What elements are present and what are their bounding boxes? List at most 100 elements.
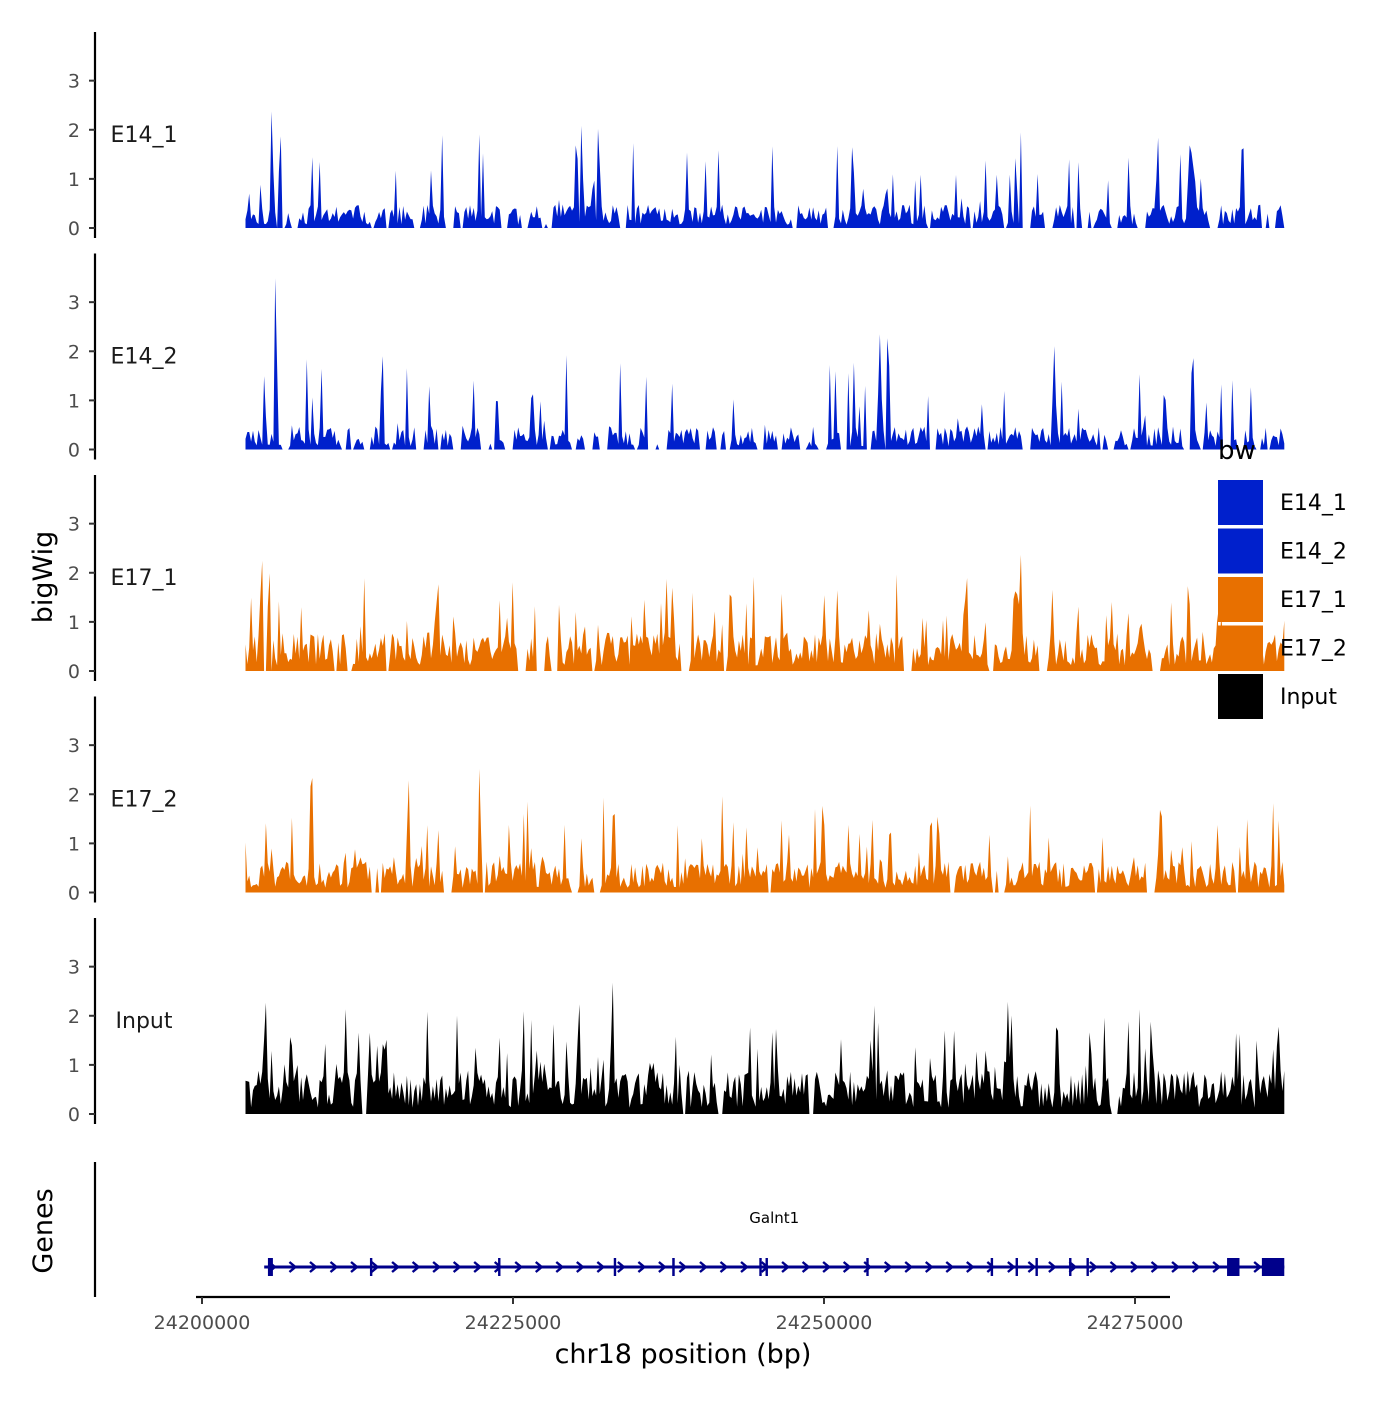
strand-arrow	[883, 1261, 893, 1273]
gene-exon	[1086, 1258, 1089, 1276]
strand-arrow	[617, 1261, 626, 1273]
legend: bw E14_1 E14_2 E17_1 E17_2 Input	[1218, 436, 1347, 719]
x-axis-title: chr18 position (bp)	[555, 1339, 812, 1370]
strand-arrow	[350, 1261, 359, 1273]
strand-arrow	[370, 1261, 380, 1273]
y-tick-label: 0	[68, 218, 80, 240]
strand-arrow	[658, 1261, 667, 1273]
y-tick-label: 2	[68, 563, 80, 585]
legend-label: E17_1	[1280, 588, 1347, 613]
strand-arrow	[1007, 1261, 1016, 1273]
strand-arrow	[596, 1261, 606, 1273]
y-tick-label: 2	[68, 341, 80, 363]
x-tick-label: 24225000	[465, 1312, 562, 1334]
strand-arrow	[781, 1261, 790, 1273]
track-label: E17_1	[111, 566, 178, 591]
strand-arrow	[986, 1261, 996, 1273]
y-tick-label: 1	[68, 390, 80, 412]
strand-arrow	[1130, 1261, 1139, 1273]
legend-title: bw	[1218, 436, 1256, 466]
y-tick-label: 0	[68, 883, 80, 905]
strand-arrow	[288, 1261, 298, 1273]
strand-arrow	[842, 1261, 852, 1273]
strand-arrow	[822, 1261, 831, 1273]
coverage-area-E14_1	[245, 111, 1285, 228]
strand-arrow	[966, 1261, 975, 1273]
x-ticks: 24200000 24225000 24250000 24275000	[154, 1297, 1184, 1334]
strand-arrow	[1150, 1261, 1160, 1273]
y-tick-label: 2	[68, 784, 80, 806]
gene-exon	[1227, 1258, 1240, 1276]
y-tick-label: 0	[68, 1104, 80, 1126]
coverage-area-E14_2	[245, 278, 1285, 450]
gene-exon	[1261, 1258, 1285, 1276]
legend-label: E17_2	[1280, 637, 1347, 662]
strand-arrow	[1027, 1261, 1037, 1273]
y-axis-title: bigWig	[28, 531, 59, 624]
genes-track-title: Genes	[28, 1188, 59, 1273]
coverage-area-Input	[245, 982, 1285, 1114]
x-tick-label: 24250000	[776, 1312, 873, 1334]
gene-exon	[990, 1258, 994, 1276]
track-label: E14_1	[111, 123, 178, 148]
track-E14_1: 0 1 2 3 E14_1	[68, 32, 1285, 240]
x-tick-label: 24275000	[1087, 1312, 1184, 1334]
legend-label: Input	[1280, 685, 1337, 710]
gene-exon	[267, 1258, 273, 1276]
gene-exon	[1069, 1258, 1072, 1276]
x-axis: 24200000 24225000 24250000 24275000 chr18 p…	[154, 1295, 1184, 1370]
strand-arrow	[801, 1261, 811, 1273]
strand-arrow	[1253, 1261, 1263, 1273]
strand-arrow	[309, 1261, 318, 1273]
strand-arrow	[555, 1261, 565, 1273]
y-tick-label: 3	[68, 735, 80, 757]
strand-arrow	[1089, 1261, 1098, 1273]
gene-exon	[1015, 1258, 1018, 1276]
strand-arrow	[391, 1261, 400, 1273]
strand-arrow	[1171, 1261, 1180, 1273]
strand-arrow	[329, 1261, 339, 1273]
strand-arrow	[514, 1261, 524, 1273]
gene-exon	[1035, 1258, 1038, 1276]
legend-label: E14_2	[1280, 540, 1347, 565]
coverage-area-E17_1	[245, 554, 1285, 671]
gene-track: Genes Galnt1	[28, 1162, 1285, 1297]
legend-label: E14_1	[1280, 491, 1347, 516]
track-label: E17_2	[111, 788, 178, 813]
coverage-tracks: 0 1 2 3 E14_1 0 1 2 3 E14_2 0 1 2 3 E17_1 0 1 2 3 E17_2 0 1 2 3…	[68, 32, 1285, 1126]
strand-arrow	[576, 1261, 585, 1273]
strand-arrow	[1212, 1261, 1221, 1273]
legend-items: E14_1 E14_2 E17_1 E17_2 Input	[1218, 480, 1347, 719]
strand-arrow	[945, 1261, 955, 1273]
gene-exon	[613, 1258, 617, 1276]
y-tick-label: 2	[68, 1006, 80, 1028]
y-tick-label: 2	[68, 120, 80, 142]
coverage-area-E17_2	[245, 768, 1285, 893]
strand-arrow	[1109, 1261, 1119, 1273]
strand-arrow	[493, 1261, 503, 1273]
strand-arrow	[452, 1261, 462, 1273]
gene-name-label: Galnt1	[749, 1209, 799, 1227]
legend-swatch-E14_1	[1218, 480, 1263, 525]
y-tick-label: 3	[68, 292, 80, 314]
y-tick-label: 1	[68, 169, 80, 191]
y-tick-label: 3	[68, 957, 80, 979]
strand-arrow	[1048, 1261, 1057, 1273]
x-tick-label: 24200000	[154, 1312, 251, 1334]
y-tick-label: 3	[68, 514, 80, 536]
strand-arrow	[1191, 1261, 1201, 1273]
track-E17_2: 0 1 2 3 E17_2	[68, 696, 1285, 905]
track-label: E14_2	[111, 345, 178, 370]
strand-arrow	[719, 1261, 729, 1273]
track-Input: 0 1 2 3 Input	[68, 918, 1285, 1126]
y-tick-label: 0	[68, 440, 80, 462]
gene-exon	[765, 1258, 768, 1276]
track-E17_1: 0 1 2 3 E17_1	[68, 475, 1285, 683]
gene-exon	[866, 1258, 869, 1276]
gene-exon	[498, 1258, 501, 1276]
strand-arrow	[473, 1261, 483, 1273]
legend-swatch-E17_1	[1218, 577, 1263, 622]
y-tick-label: 1	[68, 1055, 80, 1077]
y-tick-label: 1	[68, 833, 80, 855]
